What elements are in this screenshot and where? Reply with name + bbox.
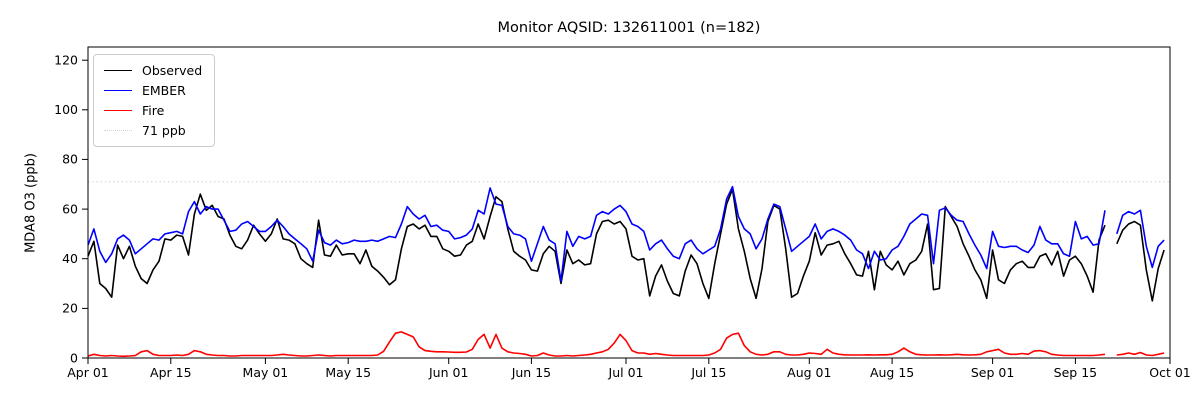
x-tick-label: Apr 15 <box>150 365 192 380</box>
y-tick-label: 80 <box>62 152 78 167</box>
legend-line-sample-71-ppb <box>104 130 132 131</box>
y-axis-label: MDA8 O3 (ppb) <box>23 153 39 253</box>
legend-line-sample-fire <box>104 110 132 111</box>
legend-item-fire: Fire <box>104 103 202 118</box>
legend-line-sample-observed <box>104 70 132 71</box>
legend-line-sample-ember <box>104 90 132 91</box>
y-tick-label: 0 <box>70 350 78 365</box>
x-tick-label: Jun 01 <box>428 365 468 380</box>
x-tick-label: Sep 01 <box>971 365 1014 380</box>
x-tick-label: Oct 01 <box>1149 365 1191 380</box>
legend-label: 71 ppb <box>142 123 186 138</box>
y-tick-label: 120 <box>54 53 78 68</box>
fire-line <box>87 331 1165 358</box>
x-tick-label: Sep 15 <box>1054 365 1097 380</box>
y-tick-label: 40 <box>62 251 78 266</box>
y-tick-label: 20 <box>62 301 78 316</box>
chart-title: Monitor AQSID: 132611001 (n=182) <box>497 20 761 36</box>
legend-label: Fire <box>142 103 165 118</box>
legend-label: Observed <box>142 63 203 78</box>
x-tick-label: Aug 15 <box>870 365 914 380</box>
legend-item-ember: EMBER <box>104 83 202 98</box>
x-tick-label: Apr 01 <box>67 365 109 380</box>
legend-item-71-ppb: 71 ppb <box>104 123 202 138</box>
legend: Observed EMBER Fire 71 ppb <box>93 54 216 147</box>
plot-border <box>87 46 1171 359</box>
legend-item-observed: Observed <box>104 63 202 78</box>
y-tick-label: 60 <box>62 201 78 216</box>
legend-label: EMBER <box>142 83 186 98</box>
x-tick-label: Aug 01 <box>787 365 831 380</box>
y-tick-label: 100 <box>54 102 78 117</box>
x-tick-label: May 01 <box>243 365 289 380</box>
ember-line <box>87 185 1165 282</box>
x-tick-label: Jun 15 <box>511 365 551 380</box>
x-tick-label: Jul 15 <box>690 365 726 380</box>
x-tick-label: May 15 <box>325 365 371 380</box>
x-tick-label: Jul 01 <box>608 365 644 380</box>
observed-line <box>87 188 1165 302</box>
